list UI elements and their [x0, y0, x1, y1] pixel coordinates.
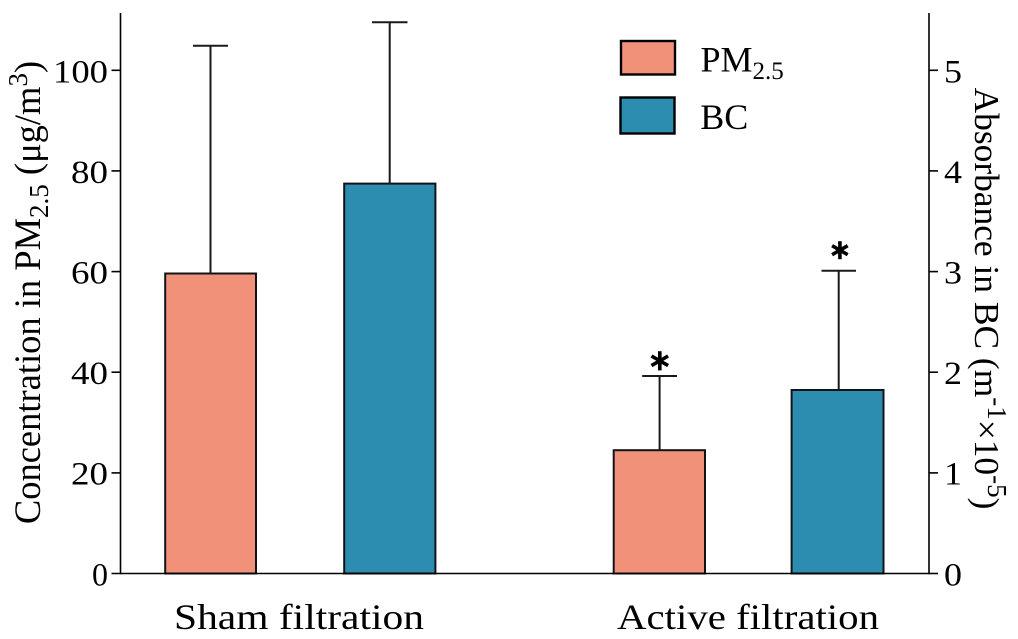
svg-text:80: 80: [71, 155, 108, 191]
svg-text:Absorbance in BC (m-1×10-5): Absorbance in BC (m-1×10-5): [967, 88, 1012, 510]
svg-text:0: 0: [92, 557, 108, 593]
svg-text:100: 100: [53, 54, 108, 90]
svg-text:60: 60: [71, 256, 108, 292]
svg-text:Concentration in PM2.5 (μg/m3): Concentration in PM2.5 (μg/m3): [3, 61, 54, 524]
svg-text:1: 1: [944, 457, 962, 493]
svg-text:20: 20: [71, 457, 108, 493]
svg-text:Active filtration: Active filtration: [617, 597, 879, 637]
svg-text:0: 0: [944, 557, 962, 593]
svg-text:Sham filtration: Sham filtration: [174, 597, 424, 637]
svg-text:2: 2: [944, 356, 962, 392]
svg-text:4: 4: [944, 155, 962, 191]
svg-text:3: 3: [944, 256, 962, 292]
svg-text:5: 5: [944, 54, 962, 90]
svg-text:BC: BC: [700, 97, 748, 137]
svg-text:40: 40: [71, 356, 108, 392]
